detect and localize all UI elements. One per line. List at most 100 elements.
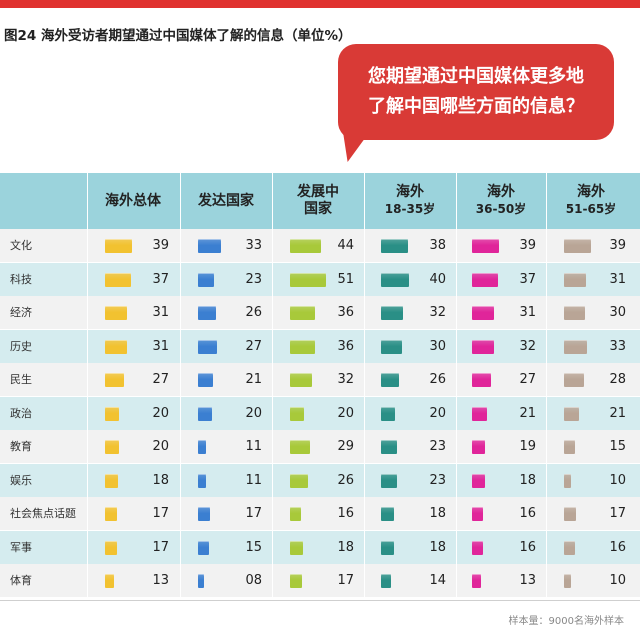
data-bar	[290, 306, 316, 320]
data-value: 20	[337, 405, 354, 421]
data-bar	[105, 272, 131, 287]
table-row: 历史 31 27 36 30 32 33	[0, 329, 640, 363]
row-label: 民生	[10, 373, 32, 386]
column-header-line1: 海外总体	[105, 192, 161, 209]
data-value: 31	[609, 271, 626, 287]
footnote: 样本量：9000名海外样本	[508, 616, 624, 627]
data-bar	[198, 239, 222, 253]
data-bar	[381, 373, 400, 387]
data-bar	[381, 272, 409, 287]
table-row: 体育 13 08 17 14 13 10	[0, 564, 640, 597]
data-bar	[564, 373, 584, 387]
data-bar	[198, 406, 212, 421]
data-bar	[105, 406, 119, 421]
data-bar	[564, 406, 579, 421]
data-value: 20	[152, 439, 169, 454]
data-bar	[472, 574, 482, 588]
data-bar	[564, 339, 588, 354]
data-value: 23	[429, 472, 446, 488]
data-value: 27	[519, 372, 536, 387]
data-value: 39	[609, 238, 626, 253]
data-bar	[472, 373, 491, 387]
row-label: 政治	[10, 406, 32, 420]
data-bar	[564, 306, 585, 320]
data-bar	[472, 406, 487, 421]
data-value: 10	[609, 573, 626, 588]
column-header-line1: 发达国家	[198, 192, 254, 209]
data-value: 33	[609, 338, 626, 354]
column-separator	[272, 173, 273, 598]
column-separator	[364, 173, 365, 598]
data-bar	[564, 440, 575, 454]
data-value: 18	[337, 539, 354, 555]
data-value: 51	[337, 271, 354, 287]
data-value: 20	[152, 405, 169, 421]
table-row: 教育 20 11 29 23 19 15	[0, 430, 640, 463]
data-bar	[564, 540, 576, 555]
data-bar	[381, 406, 395, 421]
data-bar	[381, 339, 402, 354]
data-value: 27	[152, 372, 169, 387]
data-bar	[290, 574, 302, 588]
data-bar	[198, 306, 217, 320]
data-bar	[381, 306, 404, 320]
data-bar	[105, 339, 127, 354]
table-row: 经济 31 26 36 32 31 30	[0, 296, 640, 329]
data-bar	[290, 373, 313, 387]
data-bar	[472, 339, 495, 354]
data-value: 44	[337, 238, 354, 253]
data-bar	[472, 272, 498, 287]
data-bar	[564, 239, 592, 253]
table-row: 民生 27 21 32 26 27 28	[0, 363, 640, 396]
data-value: 36	[337, 338, 354, 354]
speech-bubble	[338, 44, 614, 140]
table-row: 社会焦点话题 17 17 16 18 16 17	[0, 497, 640, 530]
data-bar	[105, 507, 117, 521]
data-bar	[105, 473, 118, 488]
table-row: 科技 37 23 51 40 37 31	[0, 262, 640, 296]
table-row: 文化 39 33 44 38 39 39	[0, 229, 640, 262]
data-value: 37	[519, 271, 536, 287]
speech-bubble-text: 您期望通过中国媒体更多地 了解中国哪些方面的信息？	[338, 62, 614, 122]
data-value: 16	[519, 539, 536, 555]
data-value: 17	[245, 506, 262, 521]
data-value: 18	[429, 506, 446, 521]
data-value: 18	[519, 472, 536, 488]
data-value: 38	[429, 238, 446, 253]
data-bar	[381, 540, 394, 555]
column-header-line2: 国家	[304, 201, 332, 217]
data-value: 08	[245, 573, 262, 588]
data-value: 27	[245, 338, 262, 354]
data-bar	[472, 540, 484, 555]
data-bar	[198, 507, 210, 521]
data-value: 31	[152, 338, 169, 354]
data-value: 30	[609, 305, 626, 320]
data-bar	[198, 373, 213, 387]
figure-title: 图24 海外受访者期望通过中国媒体了解的信息（单位%）	[4, 28, 352, 44]
data-bar	[472, 239, 500, 253]
data-value: 29	[337, 439, 354, 454]
data-bar	[198, 272, 215, 287]
data-value: 18	[429, 539, 446, 555]
data-bar	[381, 507, 394, 521]
column-header-4: 海外 18-35岁	[364, 173, 456, 229]
data-bar	[290, 507, 302, 521]
column-header-line2: 36-50岁	[475, 202, 527, 216]
data-bar	[381, 574, 391, 588]
data-bar	[105, 239, 133, 253]
data-value: 21	[609, 405, 626, 421]
data-bar	[198, 339, 217, 354]
data-bar	[564, 574, 571, 588]
data-bar	[381, 473, 398, 488]
data-value: 13	[519, 573, 536, 588]
data-bar	[472, 306, 494, 320]
data-bar	[198, 473, 206, 488]
column-header-line1: 发展中	[297, 184, 339, 200]
data-bar	[105, 540, 117, 555]
data-value: 16	[609, 539, 626, 555]
data-bar	[290, 272, 326, 287]
data-bar	[105, 373, 124, 387]
data-bar	[564, 507, 576, 521]
data-value: 40	[429, 271, 446, 287]
top-accent-bar	[0, 0, 640, 8]
